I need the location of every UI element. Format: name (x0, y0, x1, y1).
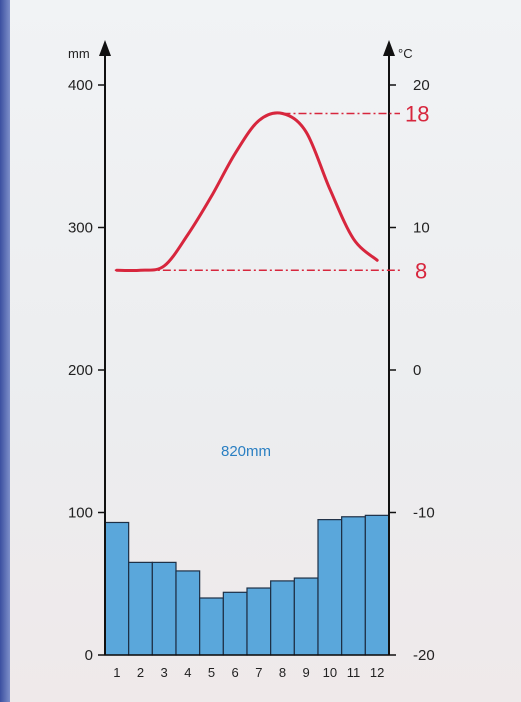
month-label: 10 (323, 665, 337, 680)
precipitation-bar-7 (246, 587, 272, 656)
month-label: 9 (303, 665, 310, 680)
month-label: 1 (113, 665, 120, 680)
month-labels: 1 2 3 4 5 6 7 8 9 10 11 12 (113, 665, 384, 680)
right-tick-label: -10 (413, 505, 435, 522)
precipitation-bar-4 (175, 570, 201, 656)
precipitation-bar-5 (199, 597, 224, 656)
min-temp-label: 8 (415, 258, 427, 283)
month-label: 11 (347, 665, 361, 680)
month-label: 12 (370, 665, 384, 680)
precipitation-bar-10 (317, 519, 343, 656)
precipitation-bar-11 (341, 516, 366, 656)
precipitation-bar-6 (222, 591, 248, 656)
month-label: 3 (161, 665, 168, 680)
right-tick-label: -20 (413, 647, 435, 664)
precipitation-bar-8 (270, 580, 295, 656)
right-tick-label: 0 (413, 362, 421, 379)
precipitation-bar-3 (151, 561, 177, 656)
precipitation-bar-9 (293, 577, 319, 656)
total-precipitation-label: 820mm (221, 443, 271, 460)
precipitation-bar-2 (128, 561, 153, 656)
left-axis-arrow (99, 40, 111, 56)
month-label: 5 (208, 665, 215, 680)
right-axis-arrow (383, 40, 395, 56)
left-tick-label: 400 (68, 77, 93, 94)
left-tick-label: 0 (85, 647, 93, 664)
month-label: 2 (137, 665, 144, 680)
left-tick-label: 300 (68, 220, 93, 237)
right-tick-label: 10 (413, 220, 430, 237)
right-tick-label: 20 (413, 77, 430, 94)
month-label: 8 (279, 665, 286, 680)
left-axis-ticks: 0 100 200 300 400 (68, 77, 105, 664)
left-tick-label: 200 (68, 362, 93, 379)
left-axis-unit: mm (68, 46, 90, 61)
right-axis-unit: °C (398, 46, 413, 61)
month-label: 4 (184, 665, 191, 680)
right-axis-ticks: -20 -10 0 10 20 (389, 77, 435, 664)
precipitation-bar-12 (364, 514, 390, 656)
temperature-line (115, 111, 379, 273)
page-edge-strip (0, 0, 10, 702)
precipitation-bar-1 (104, 521, 130, 656)
month-label: 6 (232, 665, 239, 680)
left-tick-label: 100 (68, 505, 93, 522)
precipitation-bars (104, 514, 390, 656)
month-label: 7 (255, 665, 262, 680)
max-temp-label: 18 (405, 102, 429, 127)
